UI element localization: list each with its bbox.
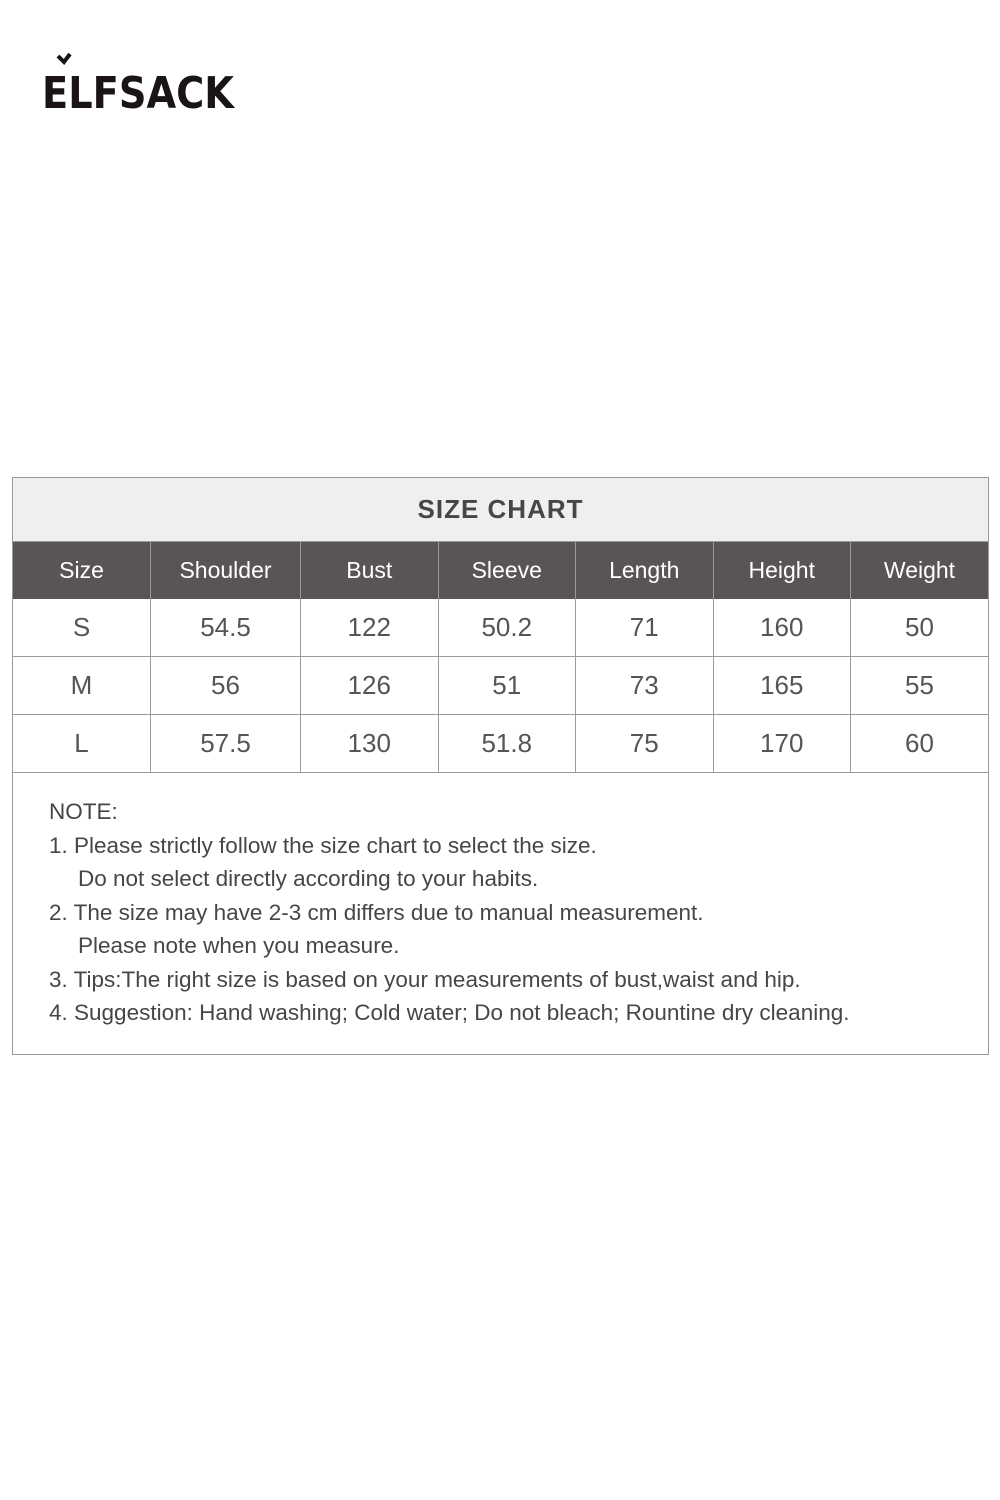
column-header-sleeve: Sleeve	[438, 542, 576, 599]
size-chart: SIZE CHART Size Shoulder Bust Sleeve Len…	[12, 477, 989, 1055]
table-row: M 56 126 51 73 165 55	[13, 656, 988, 715]
table-cell: M	[13, 656, 151, 715]
column-header-bust: Bust	[300, 542, 439, 599]
table-cell: 73	[575, 656, 714, 715]
column-header-weight: Weight	[850, 542, 988, 599]
table-cell: 51.8	[438, 714, 576, 773]
table-cell: S	[13, 599, 151, 657]
table-cell: 60	[850, 714, 988, 773]
size-chart-title: SIZE CHART	[13, 478, 988, 542]
note-line: 4. Suggestion: Hand washing; Cold water;…	[49, 1000, 850, 1025]
table-cell: 56	[150, 656, 301, 715]
column-header-shoulder: Shoulder	[150, 542, 301, 599]
table-header-row: Size Shoulder Bust Sleeve Length Height …	[13, 542, 988, 599]
column-header-height: Height	[713, 542, 851, 599]
note-line: 1. Please strictly follow the size chart…	[49, 832, 597, 858]
table-cell: 55	[850, 656, 988, 715]
logo-tick-mark	[56, 52, 72, 66]
column-header-length: Length	[575, 542, 714, 599]
column-header-size: Size	[13, 542, 151, 599]
table-cell: 126	[300, 656, 439, 715]
table-cell: 165	[713, 656, 851, 715]
table-cell: 51	[438, 656, 576, 715]
table-cell: 57.5	[150, 714, 301, 773]
table-cell: 170	[713, 714, 851, 773]
table-cell: 130	[300, 714, 439, 773]
table-cell: 122	[300, 599, 439, 657]
table-cell: 75	[575, 714, 714, 773]
table-cell: 160	[713, 599, 851, 657]
note-line: 3. Tips:The right size is based on your …	[49, 966, 801, 992]
note-line: Please note when you measure.	[78, 933, 400, 958]
notes-heading: NOTE:	[49, 799, 118, 824]
notes-section: NOTE: 1. Please strictly follow the size…	[13, 773, 988, 1054]
table-row: L 57.5 130 51.8 75 170 60	[13, 714, 988, 773]
table-cell: 71	[575, 599, 714, 657]
logo-text: ELFSACK	[42, 68, 236, 118]
table-row: S 54.5 122 50.2 71 160 50	[13, 599, 988, 657]
table-cell: 50.2	[438, 599, 576, 657]
table-cell: 50	[850, 599, 988, 657]
note-line: 2. The size may have 2-3 cm differs due …	[49, 899, 704, 925]
table-cell: 54.5	[150, 599, 301, 657]
size-table: Size Shoulder Bust Sleeve Length Height …	[13, 542, 988, 773]
table-cell: L	[13, 714, 151, 773]
note-line: Do not select directly according to your…	[78, 866, 539, 891]
brand-logo: ELFSACK	[40, 44, 240, 119]
